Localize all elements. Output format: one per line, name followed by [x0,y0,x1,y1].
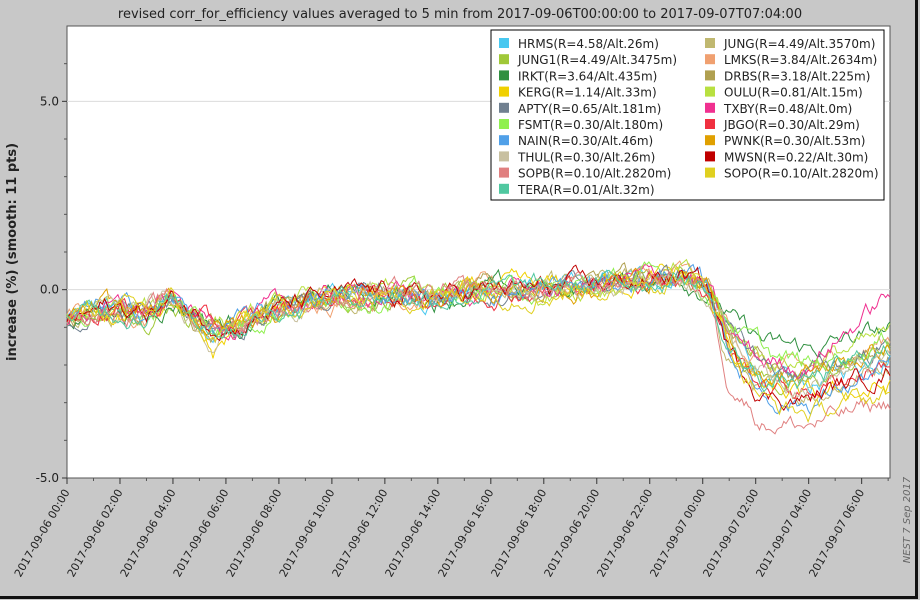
legend-swatch [499,102,509,113]
legend-swatch [705,86,715,97]
legend-label: IRKT(R=3.64/Alt.435m) [518,69,657,83]
legend-swatch [499,38,509,48]
x-tick-label: 2017-09-07 04:00 [753,487,814,579]
legend-swatch [705,135,715,146]
legend-swatch [499,70,509,81]
series-line-10 [66,261,891,371]
chart-title: revised corr_for_efficiency values avera… [118,7,802,22]
x-tick-label: 2017-09-07 06:00 [806,487,867,579]
x-tick-label: 2017-09-07 02:00 [700,487,761,579]
series-line-16 [66,269,891,435]
legend-label: TERA(R=0.01/Alt.32m) [517,183,655,197]
x-tick-label: 2017-09-06 10:00 [277,487,338,579]
legend-swatch [499,135,509,146]
legend-swatch [705,38,715,48]
legend-label: JUNG1(R=4.49/Alt.3475m) [517,53,677,67]
legend: HRMS(R=4.58/Alt.26m) JUNG(R=4.49/Alt.3570… [490,29,885,201]
legend-label: SOPO(R=0.10/Alt.2820m) [724,167,879,181]
legend-swatch [705,54,715,65]
x-tick-label: 2017-09-06 02:00 [65,487,126,579]
legend-swatch [705,151,715,162]
x-tick-label: 2017-09-06 08:00 [224,487,285,579]
legend-swatch [705,70,715,81]
legend-label: TXBY(R=0.48/Alt.0m) [723,102,852,116]
y-axis-label: increase (%) (smooth: 11 pts) [5,143,20,361]
legend-label: DRBS(R=3.18/Alt.225m) [724,69,870,83]
legend-box [490,29,885,201]
legend-swatch [499,54,509,65]
y-axis: 5.0 0.0 -5.0 [36,63,67,485]
legend-label: FSMT(R=0.30/Alt.180m) [518,118,663,132]
legend-swatch [705,119,715,129]
series-layer [66,258,891,435]
legend-swatch [705,167,715,178]
series-line-13 [66,267,891,385]
legend-label: LMKS(R=3.84/Alt.2634m) [724,53,877,67]
legend-label: PWNK(R=0.30/Alt.53m) [724,134,866,148]
x-tick-label: 2017-09-06 18:00 [489,487,550,579]
legend-label: NAIN(R=0.30/Alt.46m) [518,134,653,148]
legend-swatch [499,183,509,194]
y-tick-label: -5.0 [36,471,59,485]
legend-swatch [705,102,715,113]
x-tick-label: 2017-09-07 00:00 [648,487,709,579]
series-line-18 [66,269,891,393]
x-tick-label: 2017-09-06 00:00 [12,487,73,579]
watermark: NEST 7 Sep 2017 [902,476,913,563]
x-tick-label: 2017-09-06 04:00 [118,487,179,579]
legend-label: OULU(R=0.81/Alt.15m) [724,86,863,100]
legend-label: SOPB(R=0.10/Alt.2820m) [518,167,671,181]
y-tick-label: 5.0 [40,94,59,108]
x-tick-label: 2017-09-06 06:00 [171,487,232,579]
legend-label: THUL(R=0.30/Alt.26m) [517,150,655,164]
x-tick-label: 2017-09-06 16:00 [436,487,497,579]
x-tick-label: 2017-09-06 20:00 [542,487,603,579]
legend-swatch [499,119,509,129]
x-tick-label: 2017-09-06 22:00 [595,487,656,579]
legend-swatch [499,151,509,162]
legend-label: JBGO(R=0.30/Alt.29m) [723,118,860,132]
legend-swatch [499,86,509,97]
legend-swatch [499,167,509,178]
series-line-17 [66,270,891,424]
legend-label: HRMS(R=4.58/Alt.26m) [518,37,659,51]
legend-label: JUNG(R=4.49/Alt.3570m) [723,37,875,51]
legend-label: KERG(R=1.14/Alt.33m) [518,86,657,100]
x-tick-label: 2017-09-06 14:00 [383,487,444,579]
legend-label: APTY(R=0.65/Alt.181m) [518,102,661,116]
legend-label: MWSN(R=0.22/Alt.30m) [724,150,868,164]
y-tick-label: 0.0 [40,283,59,297]
series-line-9 [66,264,891,380]
x-tick-label: 2017-09-06 12:00 [330,487,391,579]
